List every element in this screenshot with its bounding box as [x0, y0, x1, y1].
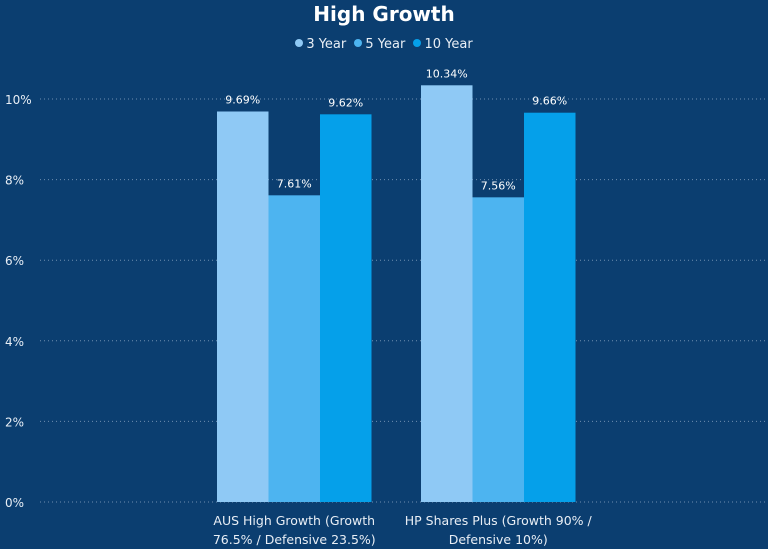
x-tick-label: AUS High Growth (Growth	[213, 513, 375, 528]
data-label: 7.61%	[277, 177, 312, 190]
legend-label: 5 Year	[365, 37, 406, 52]
bar	[421, 85, 473, 502]
bar	[268, 195, 320, 502]
x-tick-label: 76.5% / Defensive 23.5%)	[213, 532, 376, 547]
y-tick-label: 10%	[5, 93, 32, 107]
y-tick-label: 4%	[5, 335, 24, 349]
y-tick-label: 0%	[5, 496, 24, 510]
bar	[320, 114, 372, 503]
y-tick-label: 8%	[5, 174, 24, 188]
bar	[524, 112, 576, 503]
x-tick-label: Defensive 10%)	[449, 532, 548, 547]
legend-item-3-year[interactable]: 3 Year	[295, 37, 346, 52]
bar	[217, 111, 269, 503]
bar	[472, 197, 524, 502]
legend-label: 10 Year	[424, 37, 473, 52]
legend-item-10-year[interactable]: 10 Year	[413, 37, 473, 52]
legend: 3 Year 5 Year 10 Year	[0, 37, 768, 52]
y-tick-label: 2%	[5, 415, 24, 429]
data-label: 10.34%	[426, 67, 468, 80]
data-label: 9.62%	[328, 96, 363, 109]
data-label: 9.69%	[225, 93, 260, 106]
data-label: 7.56%	[481, 179, 516, 192]
legend-marker-icon	[295, 39, 304, 47]
chart-title: High Growth	[313, 2, 455, 26]
legend-marker-icon	[413, 39, 422, 47]
y-tick-label: 6%	[5, 254, 24, 268]
legend-item-5-year[interactable]: 5 Year	[354, 37, 405, 52]
data-label: 9.66%	[532, 95, 567, 108]
legend-label: 3 Year	[306, 37, 347, 52]
legend-marker-icon	[354, 39, 363, 47]
x-tick-label: HP Shares Plus (Growth 90% /	[405, 513, 593, 528]
